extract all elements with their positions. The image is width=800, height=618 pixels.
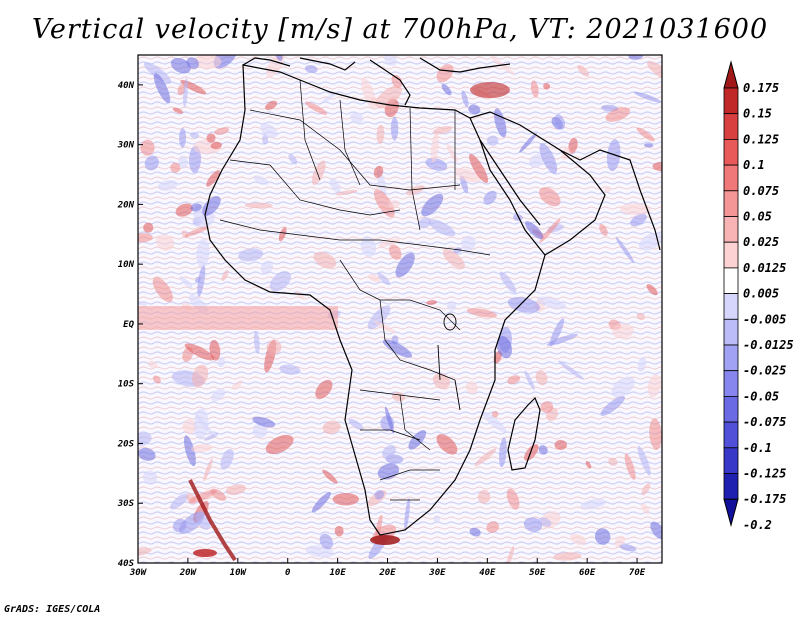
colorbar-segment: [723, 293, 739, 320]
colorbar-label: 0.005: [743, 287, 779, 301]
colorbar-label: -0.025: [743, 364, 786, 378]
colorbar-label: 0.1: [743, 158, 765, 172]
country-borders: [219, 79, 491, 501]
lat-tick-label: 40N: [118, 81, 135, 91]
lat-tick-label: 10S: [118, 380, 135, 390]
colorbar-arrow-bottom: [723, 498, 739, 528]
colorbar-segment: [723, 190, 739, 217]
chart-title: Vertical velocity [m/s] at 700hPa, VT: 2…: [31, 14, 769, 45]
colorbar-segment: [723, 267, 739, 294]
colorbar-arrow-top: [723, 60, 739, 89]
colorbar-segment: [723, 216, 739, 243]
longitude-axis: 30W 20W 10W 0 10E 20E 30E 40E 50E 60E 70E: [129, 558, 646, 578]
lon-tick-label: 20W: [179, 568, 198, 578]
lat-tick-label: 30N: [117, 141, 135, 151]
lon-tick-label: 60E: [579, 568, 596, 578]
colorbar-segment: [723, 447, 739, 474]
lon-tick-label: 50E: [529, 568, 546, 578]
colorbar-label: 0.175: [743, 81, 779, 95]
lakes: [437, 313, 461, 411]
lat-tick-label: 20N: [117, 200, 135, 210]
colorbar-label: 0.075: [743, 184, 779, 198]
colorbar-label: -0.05: [743, 389, 779, 403]
map-area: [137, 54, 663, 564]
colorbar-segment: [723, 395, 739, 423]
colorbar-segment: [723, 87, 739, 115]
colorbar-segment: [723, 344, 739, 372]
colorbar-segment: [723, 113, 739, 140]
colorbar-segment: [723, 318, 739, 346]
colorbar-label: -0.005: [743, 312, 786, 326]
colorbar-label: -0.1: [743, 441, 772, 455]
colorbar-segment: [723, 473, 739, 500]
colorbar-segment: [723, 421, 739, 449]
lon-tick-label: 10E: [329, 568, 346, 578]
colorbar: 0.175 0.15 0.125 0.1 0.075 0.05 0.025 0.0125 0.0…: [723, 60, 794, 532]
lon-tick-label: 10W: [230, 568, 248, 578]
colorbar-segment: [723, 370, 739, 397]
coastlines: [204, 57, 661, 536]
lon-tick-label: 40E: [479, 568, 496, 578]
lon-tick-label: 30E: [428, 568, 446, 578]
colorbar-label: -0.125: [743, 467, 786, 481]
lon-tick-label: 70E: [629, 568, 646, 578]
colorbar-label: 0.05: [743, 210, 772, 224]
colorbar-label: -0.2: [743, 518, 772, 532]
colorbar-label: 0.15: [743, 107, 772, 121]
latitude-axis: 40N 30N 20N 10N EQ 10S 20S 30S 40S: [117, 81, 143, 569]
colorbar-segment: [723, 241, 739, 269]
lat-tick-label: 20S: [117, 439, 135, 449]
colorbar-segment: [723, 138, 739, 166]
colorbar-label: -0.075: [743, 415, 786, 429]
lon-tick-label: 0: [285, 568, 291, 578]
lon-tick-label: 30W: [129, 568, 148, 578]
lon-tick-label: 20E: [378, 568, 396, 578]
footer-credit: GrADS: IGES/COLA: [4, 604, 101, 615]
colorbar-segment: [723, 164, 739, 192]
colorbar-label: 0.025: [743, 235, 779, 249]
lat-tick-label: 10N: [118, 260, 135, 270]
colorbar-label: 0.0125: [743, 261, 786, 275]
colorbar-label: -0.0125: [743, 338, 794, 352]
colorbar-label: -0.175: [743, 492, 786, 506]
colorbar-label: 0.125: [743, 132, 779, 146]
map-frame: [137, 54, 663, 564]
lat-tick-label: 40S: [118, 559, 135, 569]
lat-tick-label: 30S: [117, 499, 135, 509]
lat-tick-label: EQ: [123, 320, 134, 330]
